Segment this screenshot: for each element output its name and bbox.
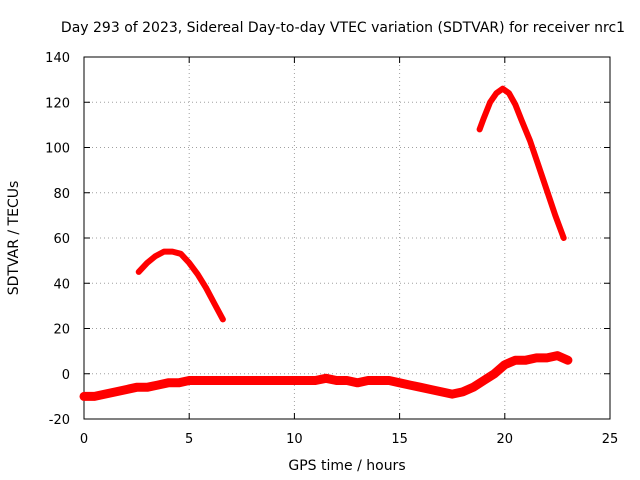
plot-frame <box>83 56 611 420</box>
chart-title: Day 293 of 2023, Sidereal Day-to-day VTE… <box>61 20 625 36</box>
x-tick-label: 10 <box>286 432 303 447</box>
series-baseline <box>79 351 573 401</box>
x-tick-label: 0 <box>80 432 88 447</box>
x-tick-label: 5 <box>185 432 193 447</box>
x-axis: 0 5 10 15 20 25 <box>80 57 618 447</box>
y-tick-label: 40 <box>53 277 70 292</box>
y-tick-label: 140 <box>45 51 70 66</box>
y-tick-label: 20 <box>53 323 70 338</box>
x-axis-title: GPS time / hours <box>288 458 405 474</box>
y-tick-label: 80 <box>53 187 70 202</box>
grid-lines <box>84 57 610 419</box>
series-arc-1 <box>135 248 226 323</box>
x-tick-label: 15 <box>391 432 408 447</box>
x-tick-label: 20 <box>497 432 514 447</box>
y-tick-label: 0 <box>62 368 70 383</box>
y-axis: -20 0 20 40 60 80 100 120 140 <box>45 51 610 428</box>
y-tick-label: 60 <box>53 232 70 247</box>
y-tick-label: -20 <box>49 413 70 428</box>
data-series <box>79 85 573 401</box>
y-tick-label: 120 <box>45 96 70 111</box>
series-arc-2 <box>476 85 567 241</box>
y-axis-title: SDTVAR / TECUs <box>6 181 22 296</box>
y-tick-label: 100 <box>45 142 70 157</box>
x-tick-label: 25 <box>602 432 619 447</box>
